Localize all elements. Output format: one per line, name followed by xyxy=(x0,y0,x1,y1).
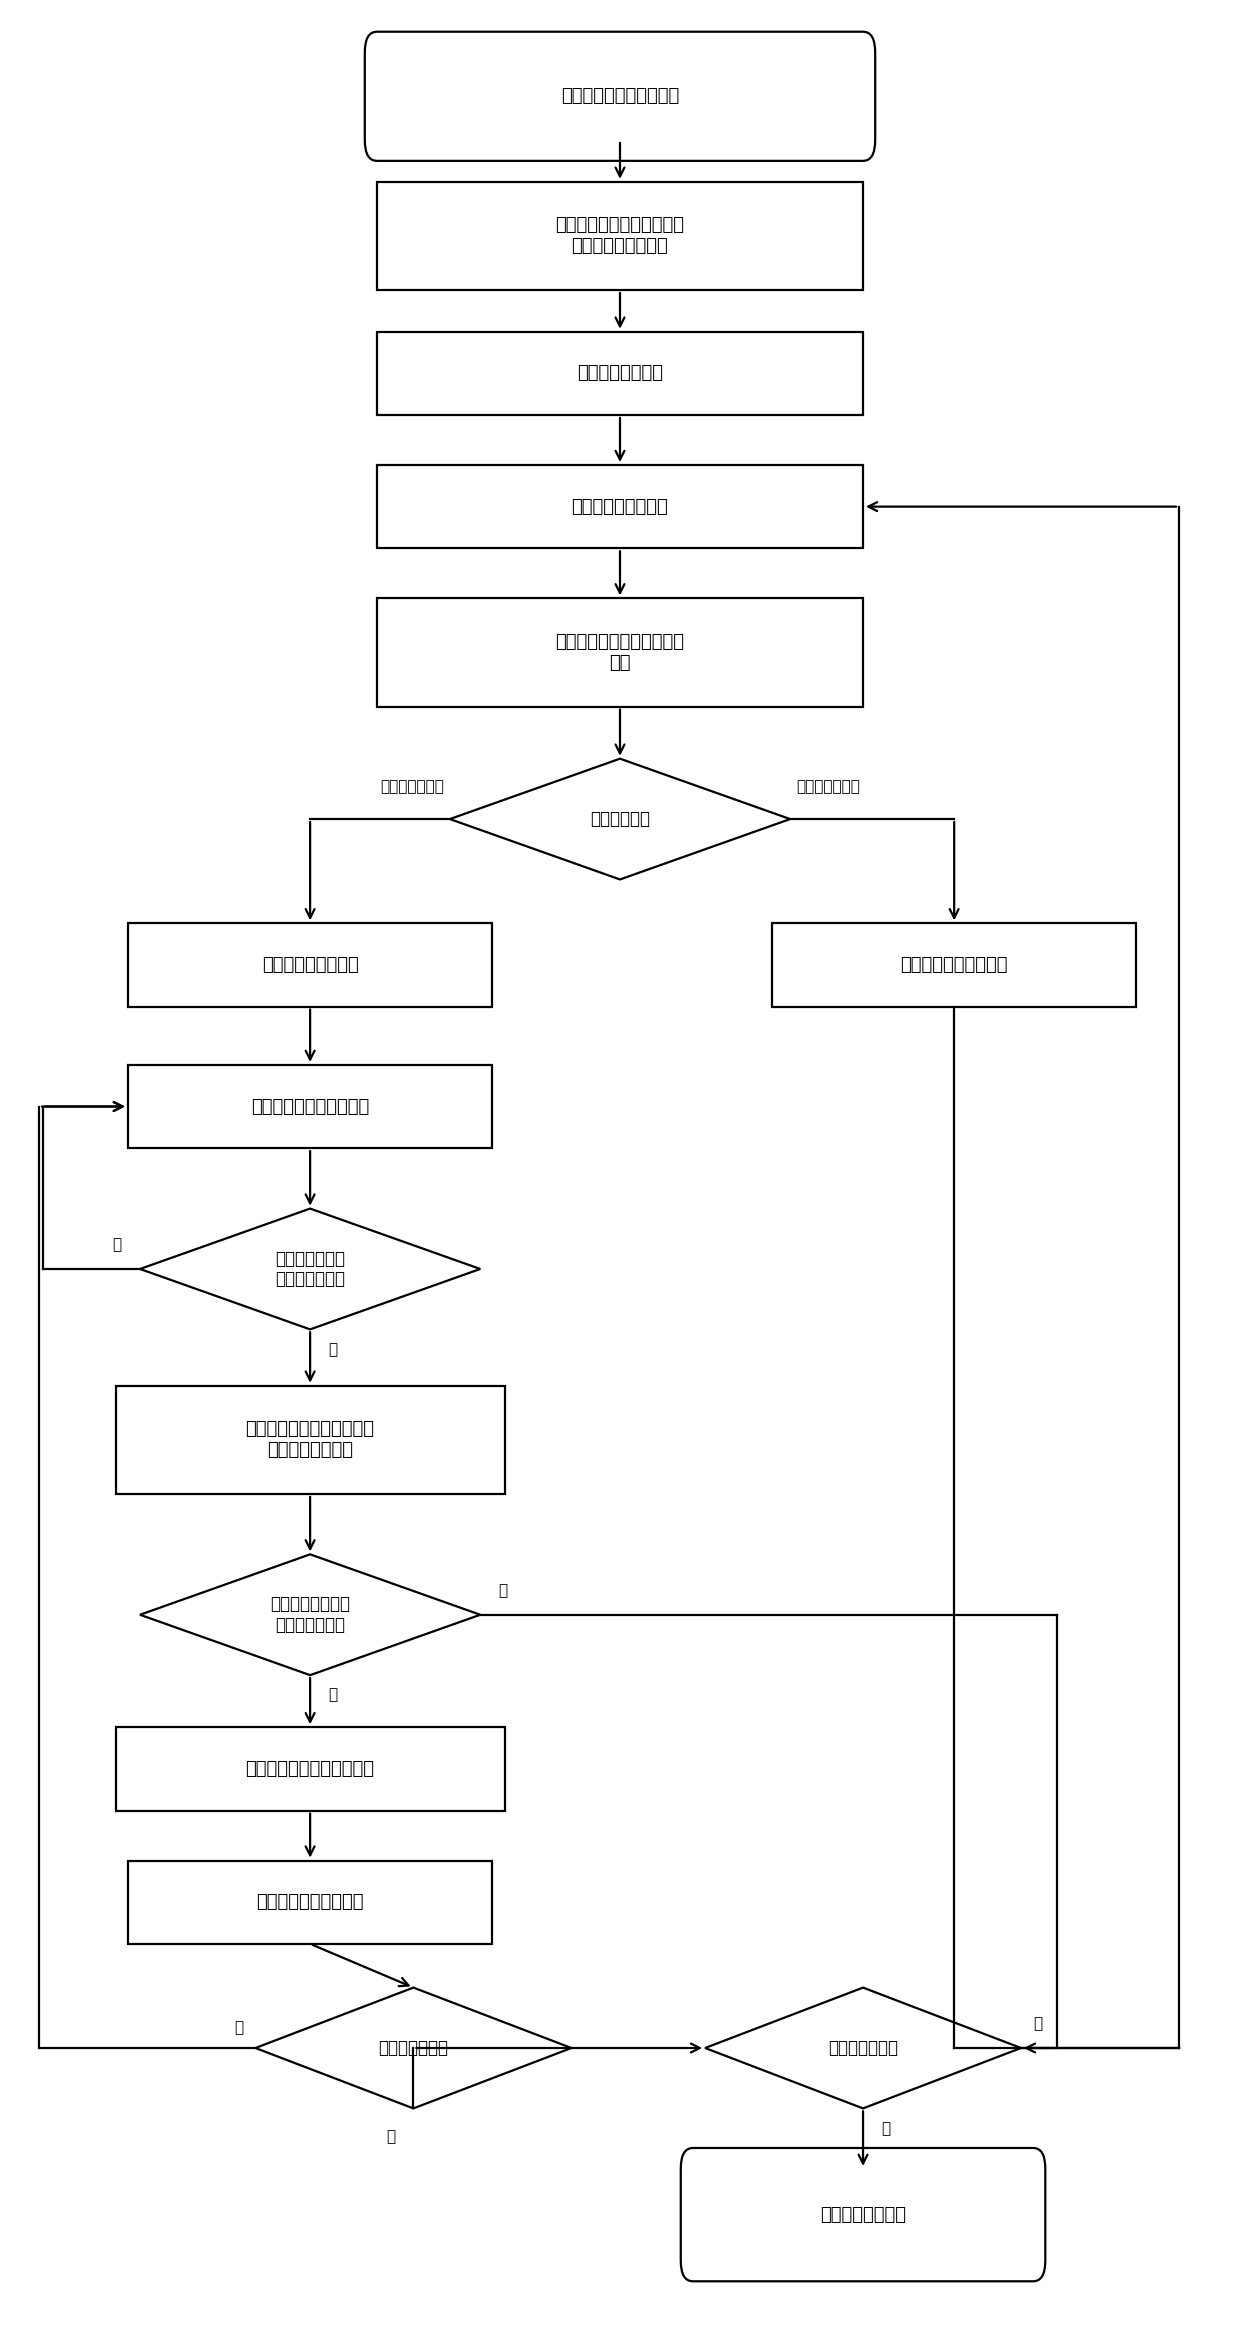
Bar xyxy=(128,1861,492,1943)
Text: 从快照记录读入弹出对应数
目的内存访问地址: 从快照记录读入弹出对应数 目的内存访问地址 xyxy=(246,1422,374,1459)
Polygon shape xyxy=(140,1555,480,1674)
Text: 否: 否 xyxy=(113,1237,122,1253)
Text: 否: 否 xyxy=(882,2121,890,2137)
Polygon shape xyxy=(140,1209,480,1330)
Text: 是: 是 xyxy=(1033,2015,1043,2032)
Bar xyxy=(377,182,863,290)
Text: 是: 是 xyxy=(329,1342,337,1356)
Text: 顺序索引基本块一条指令: 顺序索引基本块一条指令 xyxy=(250,1097,370,1115)
Bar xyxy=(115,1728,505,1810)
Text: 是否有后续指令: 是否有后续指令 xyxy=(378,2039,449,2057)
Text: 基本块执行记录: 基本块执行记录 xyxy=(379,779,444,795)
Text: 污点载入或卸载: 污点载入或卸载 xyxy=(796,779,861,795)
Bar xyxy=(377,465,863,549)
Text: 从快照读入一条记录: 从快照读入一条记录 xyxy=(572,498,668,517)
FancyBboxPatch shape xyxy=(681,2149,1045,2282)
Polygon shape xyxy=(450,758,790,879)
Text: 根据指令类型判断污点传播: 根据指令类型判断污点传播 xyxy=(246,1761,374,1777)
Bar xyxy=(771,924,1136,1008)
Text: 对应更新污点内存集合: 对应更新污点内存集合 xyxy=(900,956,1008,975)
Bar xyxy=(128,1064,492,1148)
Text: 指定快照与样本文件大小: 指定快照与样本文件大小 xyxy=(560,87,680,105)
Text: 否: 否 xyxy=(498,1583,507,1599)
Text: 操作数是否涉及污
点内存或寄存器: 操作数是否涉及污 点内存或寄存器 xyxy=(270,1595,350,1634)
Polygon shape xyxy=(706,1987,1021,2109)
Text: 载入静态信息（映像列表，
基本块与指令列表）: 载入静态信息（映像列表， 基本块与指令列表） xyxy=(556,217,684,255)
Text: 载入动态进程快照: 载入动态进程快照 xyxy=(577,365,663,383)
Bar xyxy=(377,332,863,414)
Text: 否: 否 xyxy=(386,2130,396,2144)
Text: 是: 是 xyxy=(329,1688,337,1702)
Text: 索引基本块静态信息: 索引基本块静态信息 xyxy=(262,956,358,975)
Text: 输出污点分析结果: 输出污点分析结果 xyxy=(820,2205,906,2223)
Bar xyxy=(128,924,492,1008)
Polygon shape xyxy=(255,1987,572,2109)
Text: 是: 是 xyxy=(234,2020,243,2036)
Text: 快照记录类型: 快照记录类型 xyxy=(590,809,650,828)
Text: 判断所属线程，执行上下文
切换: 判断所属线程，执行上下文 切换 xyxy=(556,634,684,671)
FancyBboxPatch shape xyxy=(365,33,875,161)
Bar xyxy=(377,599,863,706)
Text: 是否有后续记录: 是否有后续记录 xyxy=(828,2039,898,2057)
Text: 指令是否有显式
或隐式内存操作: 指令是否有显式 或隐式内存操作 xyxy=(275,1248,345,1288)
Text: 对应更新污点数据集合: 对应更新污点数据集合 xyxy=(257,1894,363,1910)
Bar xyxy=(115,1386,505,1494)
